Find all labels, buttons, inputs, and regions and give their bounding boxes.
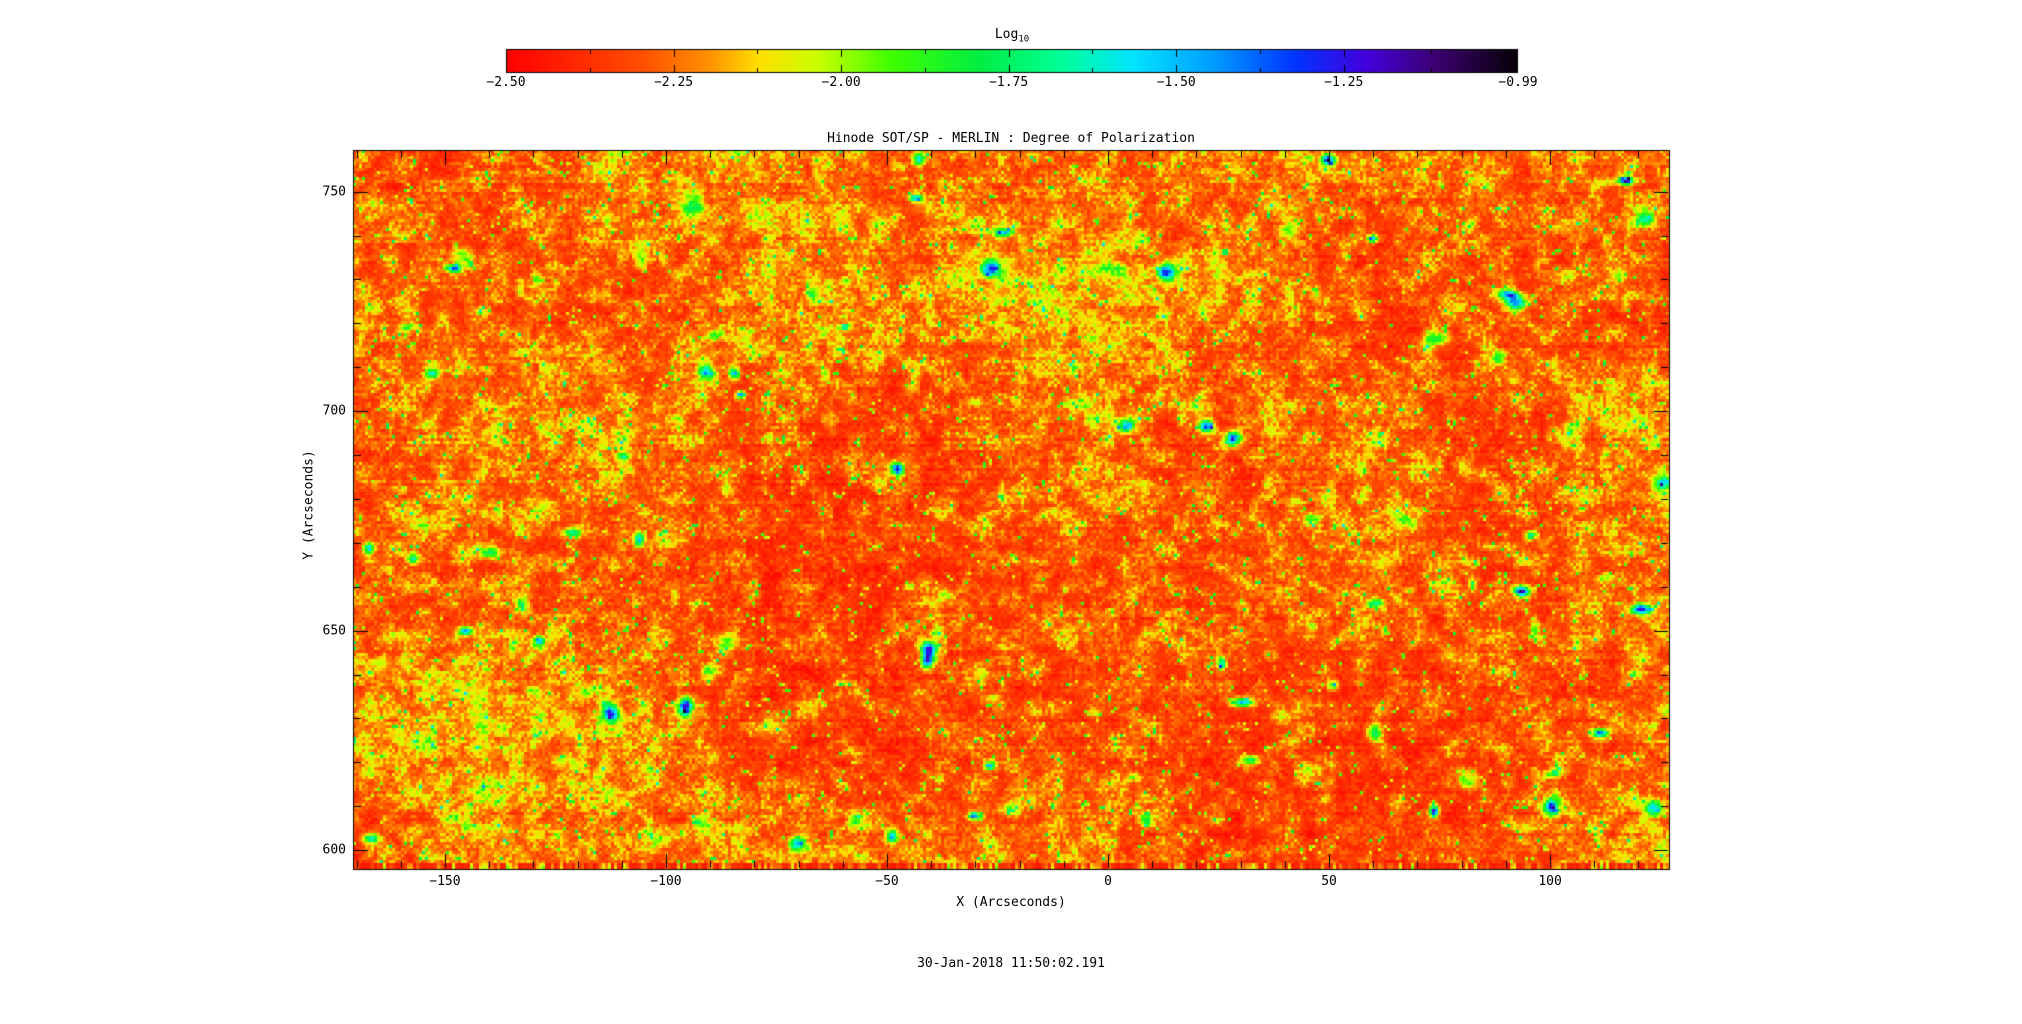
colorbar-tick-label: −2.00 bbox=[821, 75, 861, 90]
y-tick-label: 750 bbox=[322, 184, 346, 200]
y-tick-label: 700 bbox=[322, 403, 346, 419]
timestamp: 30-Jan-2018 11:50:02.191 bbox=[917, 956, 1105, 971]
colorbar-tick-label: −0.99 bbox=[1498, 75, 1538, 90]
x-tick-label: −50 bbox=[875, 874, 899, 889]
x-tick-label: 50 bbox=[1321, 874, 1337, 889]
colorbar-title-text: Log bbox=[994, 27, 1019, 42]
y-tick-label: 600 bbox=[322, 842, 346, 858]
x-axis-title: X (Arcseconds) bbox=[956, 895, 1066, 910]
colorbar-tick-label: −1.50 bbox=[1156, 75, 1196, 90]
x-tick-label: 0 bbox=[1104, 874, 1112, 889]
colorbar-title: Log10 bbox=[995, 27, 1029, 48]
x-tick-label: −100 bbox=[650, 874, 682, 889]
colorbar-tick-label: −2.50 bbox=[486, 75, 526, 90]
colorbar-tick-label: −1.25 bbox=[1324, 75, 1364, 90]
x-tick-label: −150 bbox=[429, 874, 461, 889]
plot-title: Hinode SOT/SP - MERLIN : Degree of Polar… bbox=[827, 131, 1195, 146]
y-tick-label: 650 bbox=[322, 623, 346, 639]
colorbar-title-subscript: 10 bbox=[1018, 34, 1030, 45]
colorbar-tick-label: −1.75 bbox=[989, 75, 1029, 90]
x-tick-label: 100 bbox=[1538, 874, 1562, 889]
y-axis-title: Y (Arcseconds) bbox=[301, 450, 317, 560]
colorbar-tick-label: −2.25 bbox=[653, 75, 694, 90]
